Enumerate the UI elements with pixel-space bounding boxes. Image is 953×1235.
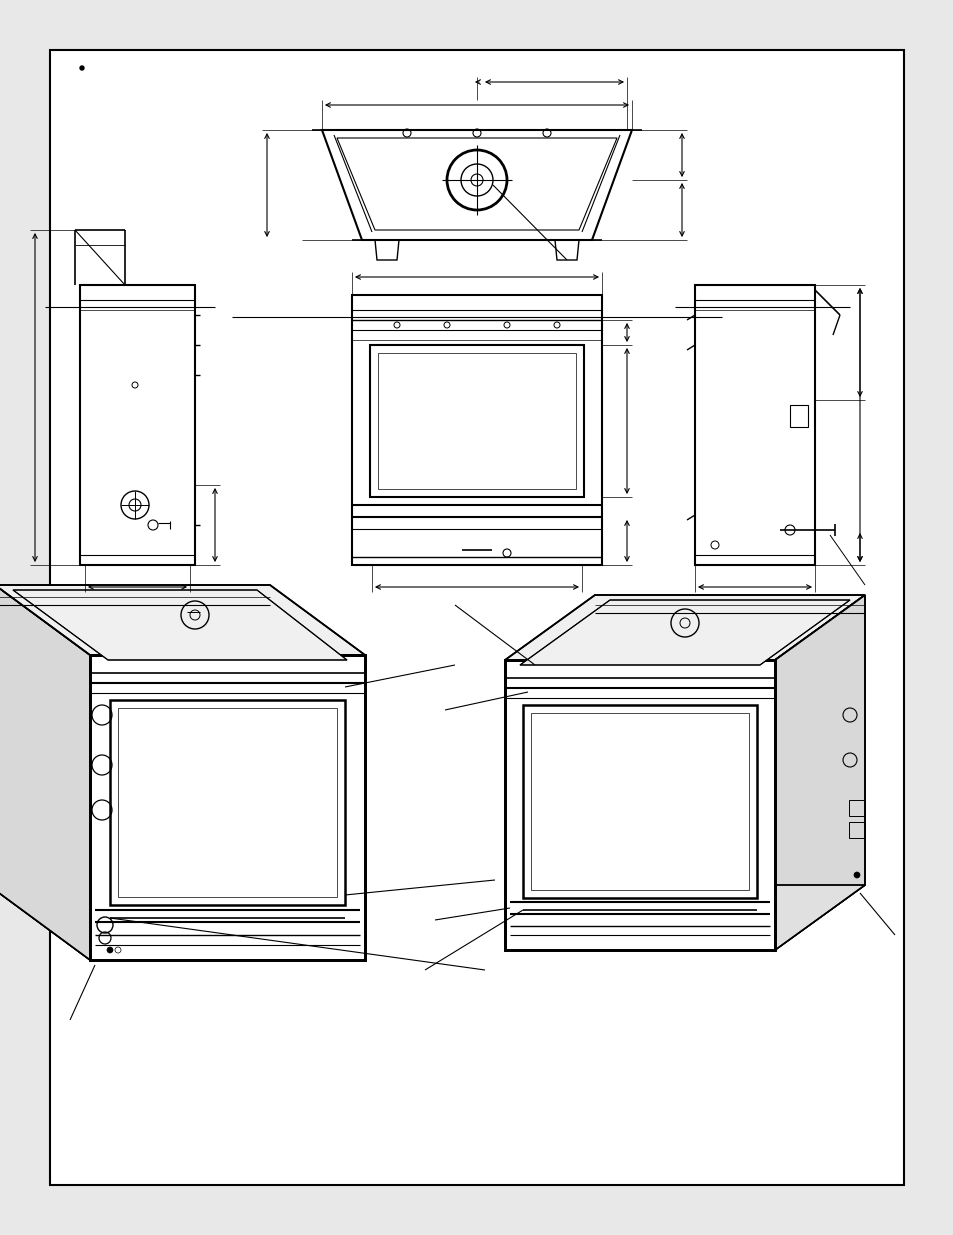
Polygon shape [0,890,365,960]
Circle shape [80,65,84,70]
Polygon shape [504,595,864,659]
FancyBboxPatch shape [50,49,903,1186]
Circle shape [853,872,859,878]
Circle shape [107,947,112,953]
Polygon shape [90,655,365,960]
Polygon shape [504,659,774,950]
Polygon shape [0,585,90,960]
Polygon shape [774,595,864,950]
Polygon shape [13,590,347,659]
Polygon shape [519,600,849,664]
Polygon shape [0,585,365,655]
Polygon shape [504,885,864,950]
